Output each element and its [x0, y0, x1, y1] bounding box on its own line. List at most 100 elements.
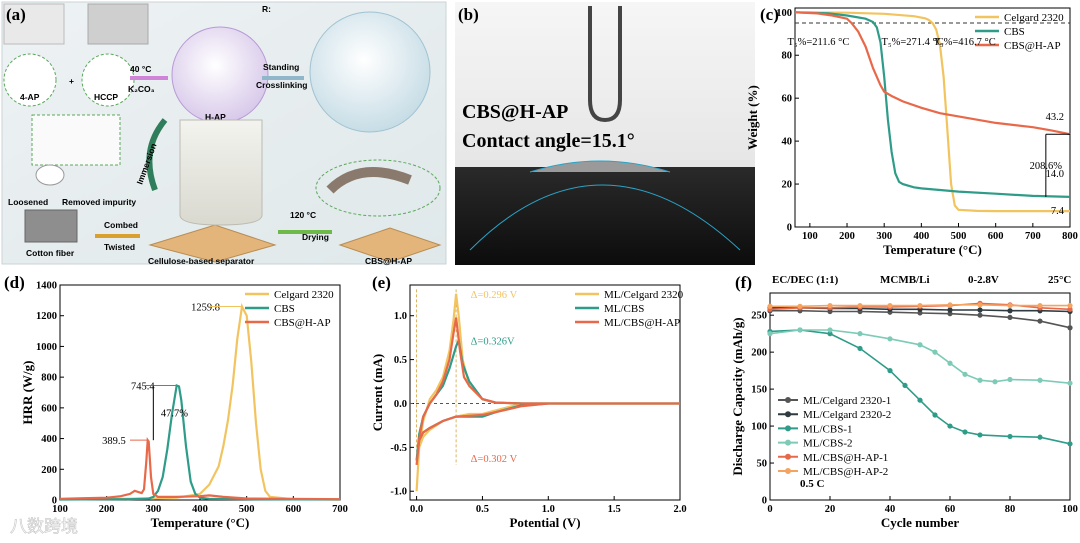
legend-marker: [785, 425, 791, 432]
data-point: [1067, 302, 1073, 309]
data-point: [767, 331, 773, 337]
data-point: [887, 336, 893, 342]
data-point: [947, 307, 953, 313]
legend-marker: [785, 453, 791, 460]
data-point: [932, 412, 938, 418]
x-tick-label: 600: [285, 504, 301, 515]
data-point: [962, 429, 968, 435]
droplet: [529, 160, 671, 173]
x-tick-label: 100: [1062, 504, 1078, 515]
series-line-d-1: [59, 383, 341, 501]
condition-label: 0-2.8V: [968, 274, 999, 286]
panel-d-label: (d): [4, 273, 25, 292]
condition-label: MCMB/Li: [880, 274, 930, 286]
y-tick-label: 200: [751, 348, 767, 359]
data-point: [887, 302, 893, 309]
cotton-fiber-sem: [24, 209, 78, 243]
cellulose-separator: [148, 224, 277, 263]
series-line-f-2: [769, 329, 1071, 445]
data-point: [1007, 302, 1013, 309]
x-tick-label: 400: [192, 504, 208, 515]
photo-bottom: [455, 167, 755, 265]
watermark-text: 八数跨境: [10, 517, 78, 536]
data-point: [857, 331, 863, 337]
cotton-boll: [35, 164, 65, 186]
legend-entry: CBS: [1004, 26, 1025, 38]
legend-entry: Celgard 2320: [274, 289, 334, 301]
data-point: [827, 327, 833, 333]
y-tick-label: 40: [782, 137, 793, 148]
data-point: [1037, 302, 1043, 309]
y-tick-label: 0.5: [394, 355, 407, 366]
legend-marker: [785, 397, 791, 403]
annotation-text: T₅%=271.4 °C: [882, 37, 944, 48]
legend-marker: [785, 468, 791, 474]
legend-entry: CBS@H-AP: [274, 317, 331, 329]
legend-entry: ML/CBS@H-AP-1: [803, 452, 888, 464]
label-r: R:: [262, 4, 271, 14]
legend-entry: ML/CBS@H-AP: [604, 317, 680, 329]
series-line-e-2: [415, 317, 680, 466]
series-line-c-0: [794, 11, 1070, 213]
x-tick-label: 800: [1062, 231, 1078, 242]
panel-e-label: (e): [372, 273, 391, 292]
plot-frame-f: [769, 292, 1071, 501]
y-tick-label: -0.5: [390, 443, 407, 454]
x-tick-label: 300: [145, 504, 161, 515]
panel-f-label: (f): [735, 273, 752, 292]
legend-marker: [785, 411, 791, 418]
annotation-text: Δ=0.326V: [471, 336, 515, 347]
y-tick-label: 800: [41, 373, 57, 384]
annotation-text: T₅%=211.6 °C: [788, 37, 850, 48]
y-tick-label: 600: [41, 403, 57, 414]
x-tick-label: 500: [239, 504, 255, 515]
data-point: [947, 302, 953, 308]
panel-a-schematic: + 4-AP HCCP 40 °C K₂CO₃ H-AP R: Standing…: [1, 1, 447, 266]
x-tick-label: 40: [885, 504, 896, 515]
legend-marker: [785, 439, 791, 446]
x-tick-label: 60: [945, 504, 956, 515]
label-hap: H-AP: [205, 112, 226, 122]
data-point: [887, 368, 893, 374]
y-tick-label: 100: [776, 8, 792, 19]
powder-photo-4ap: [3, 3, 65, 45]
legend-entry: ML/Celgard 2320: [604, 289, 684, 301]
step-loosened: Loosened: [8, 197, 48, 207]
fit-circle: [469, 184, 741, 251]
legend-entry: ML/Celgard 2320-1: [803, 395, 891, 407]
plot-frame-c: [794, 7, 1071, 228]
condition-label: EC/DEC (1:1): [772, 274, 839, 286]
beaker: [179, 119, 263, 226]
data-point: [1067, 325, 1073, 331]
legend-entry: CBS@H-AP: [1004, 40, 1061, 52]
panel-b-contact-angle: (b) CBS@H-AP Contact angle=15.1°: [455, 2, 755, 265]
chart-c: 100 200 300 400 500 600 700 800 0 20 40 60 80 100 Temp…: [745, 5, 1078, 257]
annotation-text: 43.2: [1046, 112, 1064, 123]
x-tick-label: 100: [802, 231, 818, 242]
chart-e: 0.0 0.5 1.0 1.5 2.0-1.0-0.50.00.51.0Potentia…: [370, 273, 687, 530]
data-point: [917, 302, 923, 309]
data-point: [857, 302, 863, 309]
data-point: [1007, 433, 1013, 440]
panel-b-title: CBS@H-AP: [462, 101, 568, 123]
legend-entry: ML/Celgard 2320-2: [803, 409, 891, 421]
data-point: [932, 349, 938, 355]
step-twisted: Twisted: [104, 242, 135, 252]
x-tick-label: 0: [767, 504, 772, 515]
x-tick-label: 80: [1005, 504, 1016, 515]
x-tick-label: 200: [839, 231, 855, 242]
condition-label: 25°C: [1048, 274, 1071, 286]
cellulose-structure-box: [31, 114, 121, 166]
y-tick-label: 150: [751, 385, 767, 396]
step-drying: Drying: [302, 232, 329, 242]
y-axis-label: Current (mA): [370, 354, 385, 431]
chart-f: 0 20 40 60 80 100 0 50 100 150 200 250 Cycle number D…: [730, 273, 1078, 530]
photo-top: [455, 2, 755, 167]
hap-molecule-bubble: [171, 26, 269, 124]
condition-base: K₂CO₃: [128, 84, 155, 94]
data-point: [917, 342, 923, 348]
y-tick-label: 0: [52, 496, 57, 507]
y-tick-label: 0: [787, 223, 792, 234]
y-tick-label: 60: [782, 94, 793, 105]
